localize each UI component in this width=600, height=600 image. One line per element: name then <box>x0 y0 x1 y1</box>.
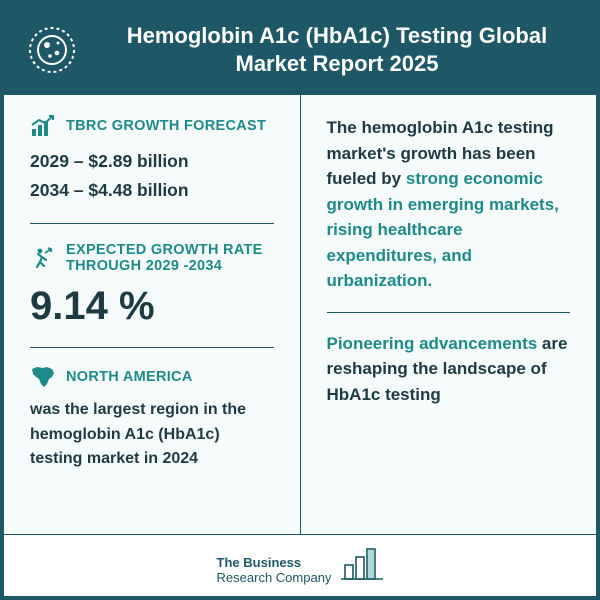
runner-arrow-icon <box>30 247 56 269</box>
brand-line2: Research Company <box>217 570 332 586</box>
report-infographic: Hemoglobin A1c (HbA1c) Testing Global Ma… <box>0 0 600 600</box>
advancements-paragraph: Pioneering advancements are reshaping th… <box>327 331 571 408</box>
header-banner: Hemoglobin A1c (HbA1c) Testing Global Ma… <box>4 4 596 95</box>
p2-highlight: Pioneering advancements <box>327 334 542 353</box>
forecast-2034: 2034 – $4.48 billion <box>30 176 274 205</box>
forecast-label: TBRC GROWTH FORECAST <box>66 118 266 134</box>
cell-icon <box>24 23 80 77</box>
forecast-2029: 2029 – $2.89 billion <box>30 147 274 176</box>
north-america-icon <box>30 366 56 388</box>
footer: The Business Research Company <box>4 534 596 596</box>
drivers-paragraph: The hemoglobin A1c testing market's grow… <box>327 115 571 313</box>
brand-line1: The Business <box>217 555 332 571</box>
report-title: Hemoglobin A1c (HbA1c) Testing Global Ma… <box>98 22 576 77</box>
body-columns: TBRC GROWTH FORECAST 2029 – $2.89 billio… <box>4 95 596 534</box>
right-column: The hemoglobin A1c testing market's grow… <box>301 95 597 534</box>
left-column: TBRC GROWTH FORECAST 2029 – $2.89 billio… <box>4 95 301 534</box>
forecast-block: TBRC GROWTH FORECAST 2029 – $2.89 billio… <box>30 115 274 224</box>
growth-rate-block: EXPECTED GROWTH RATE THROUGH 2029 -2034 … <box>30 242 274 348</box>
region-block: NORTH AMERICA was the largest region in … <box>30 366 274 472</box>
footer-brand: The Business Research Company <box>217 547 384 586</box>
region-text: was the largest region in the hemoglobin… <box>30 398 274 472</box>
growth-rate-label: EXPECTED GROWTH RATE THROUGH 2029 -2034 <box>66 242 274 274</box>
growth-rate-value: 9.14 % <box>30 284 274 329</box>
growth-bars-icon <box>30 115 56 137</box>
bars-logo-icon <box>341 547 383 586</box>
region-label: NORTH AMERICA <box>66 369 193 385</box>
